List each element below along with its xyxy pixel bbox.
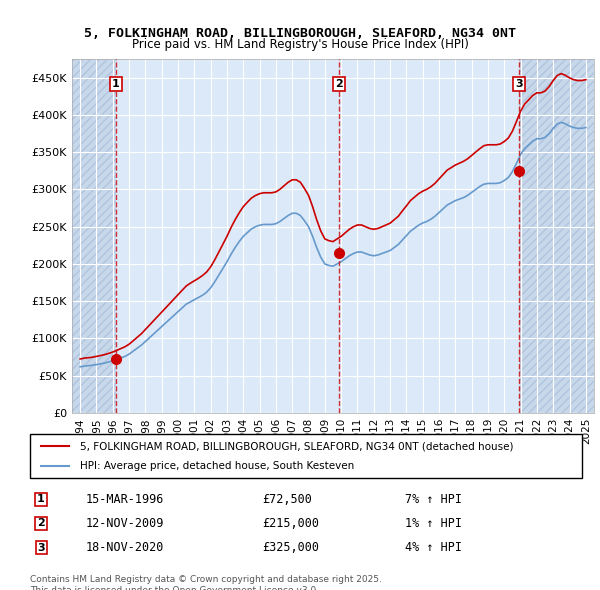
Text: Contains HM Land Registry data © Crown copyright and database right 2025.
This d: Contains HM Land Registry data © Crown c… bbox=[30, 575, 382, 590]
Text: 1: 1 bbox=[112, 79, 120, 88]
Bar bbox=[116, 59, 339, 413]
Polygon shape bbox=[72, 59, 116, 413]
Text: 7% ↑ HPI: 7% ↑ HPI bbox=[406, 493, 463, 506]
Bar bbox=[72, 59, 116, 413]
Text: 1% ↑ HPI: 1% ↑ HPI bbox=[406, 517, 463, 530]
Polygon shape bbox=[518, 59, 594, 413]
Text: 3: 3 bbox=[37, 543, 45, 552]
Text: £72,500: £72,500 bbox=[262, 493, 312, 506]
Text: 12-NOV-2009: 12-NOV-2009 bbox=[85, 517, 164, 530]
Text: 18-NOV-2020: 18-NOV-2020 bbox=[85, 541, 164, 554]
FancyBboxPatch shape bbox=[30, 434, 582, 478]
Text: 1: 1 bbox=[37, 494, 45, 504]
Text: HPI: Average price, detached house, South Kesteven: HPI: Average price, detached house, Sout… bbox=[80, 461, 354, 470]
Text: 15-MAR-1996: 15-MAR-1996 bbox=[85, 493, 164, 506]
Text: 2: 2 bbox=[335, 79, 343, 88]
Text: £215,000: £215,000 bbox=[262, 517, 319, 530]
Bar bbox=[339, 59, 518, 413]
Text: 3: 3 bbox=[515, 79, 523, 88]
Text: 4% ↑ HPI: 4% ↑ HPI bbox=[406, 541, 463, 554]
Text: 5, FOLKINGHAM ROAD, BILLINGBOROUGH, SLEAFORD, NG34 0NT: 5, FOLKINGHAM ROAD, BILLINGBOROUGH, SLEA… bbox=[84, 27, 516, 40]
Text: 2: 2 bbox=[37, 519, 45, 529]
Text: 5, FOLKINGHAM ROAD, BILLINGBOROUGH, SLEAFORD, NG34 0NT (detached house): 5, FOLKINGHAM ROAD, BILLINGBOROUGH, SLEA… bbox=[80, 441, 513, 451]
Text: £325,000: £325,000 bbox=[262, 541, 319, 554]
Text: Price paid vs. HM Land Registry's House Price Index (HPI): Price paid vs. HM Land Registry's House … bbox=[131, 38, 469, 51]
